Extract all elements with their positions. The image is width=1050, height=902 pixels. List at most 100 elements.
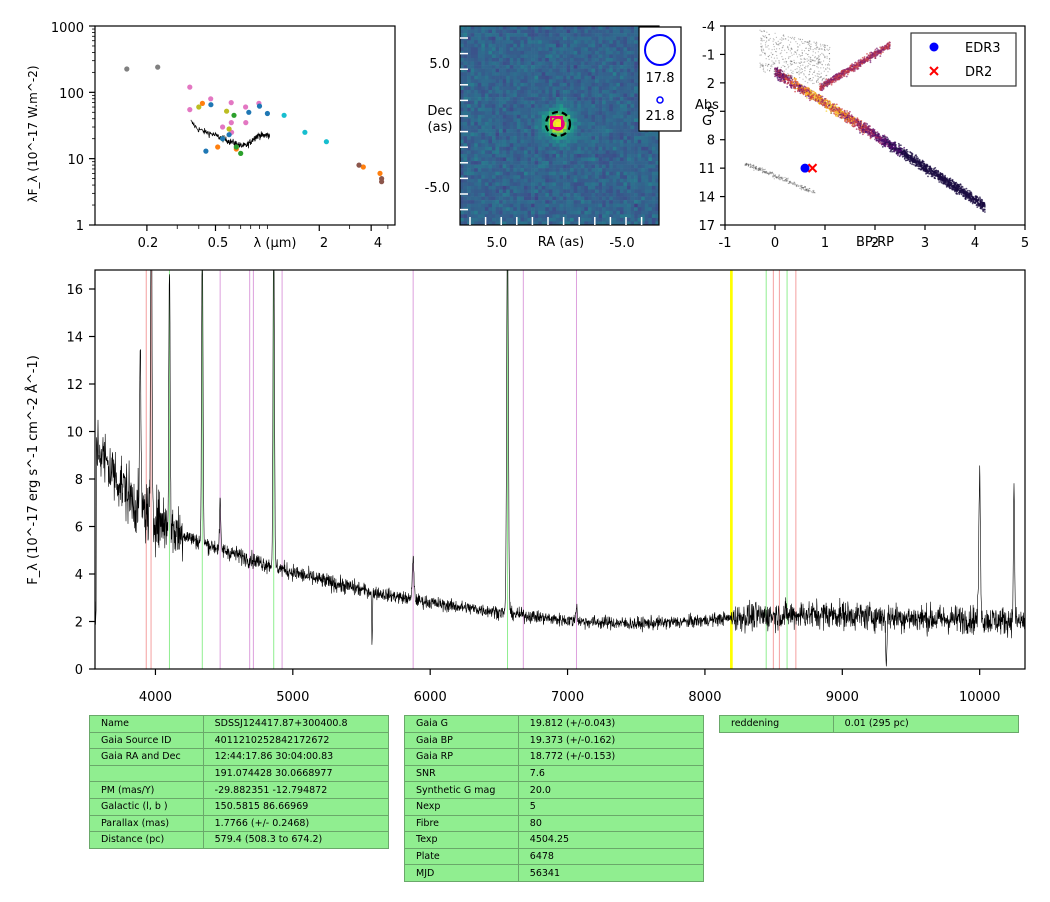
- cutout-pixel: [467, 164, 471, 169]
- cutout-pixel: [570, 26, 575, 30]
- cutout-pixel: [470, 114, 475, 119]
- cutout-pixel: [506, 72, 511, 77]
- cutout-pixel: [584, 214, 589, 219]
- cutout-pixel: [573, 118, 578, 123]
- cutout-pixel: [509, 193, 514, 197]
- cutout-pixel: [488, 29, 493, 34]
- cutout-pixel: [570, 121, 575, 126]
- cutout-pixel: [477, 153, 482, 158]
- cutout-pixel: [612, 26, 617, 30]
- cutout-pixel: [637, 161, 642, 165]
- cutout-pixel: [520, 207, 525, 212]
- cutout-pixel: [577, 157, 582, 162]
- cutout-pixel: [541, 171, 546, 176]
- cutout-ytick: 5.0: [429, 57, 450, 72]
- cutout-pixel: [559, 150, 564, 155]
- cutout-pixel: [527, 189, 532, 194]
- cutout-pixel: [587, 146, 592, 151]
- cutout-pixel: [634, 210, 638, 215]
- cutout-pixel: [605, 150, 610, 155]
- cutout-pixel: [623, 146, 628, 151]
- cutout-pixel: [516, 50, 521, 55]
- cutout-pixel: [563, 82, 567, 87]
- cutout-pixel: [477, 33, 482, 37]
- cutout-pixel: [523, 68, 528, 73]
- cutout-pixel: [467, 189, 471, 194]
- cutout-pixel: [559, 161, 564, 165]
- cutout-pixel: [481, 217, 486, 222]
- cutout-pixel: [481, 118, 486, 123]
- cutout-pixel: [463, 93, 468, 98]
- cutout-pixel: [545, 89, 550, 94]
- cutout-pixel: [484, 207, 489, 212]
- cutout-pixel: [499, 72, 503, 77]
- cutout-pixel: [598, 26, 603, 30]
- cutout-pixel: [545, 97, 550, 101]
- cutout-pixel: [491, 136, 496, 141]
- cutout-pixel: [630, 97, 635, 101]
- cutout-pixel: [555, 33, 560, 37]
- cutout-pixel: [481, 221, 486, 226]
- cutout-pixel: [509, 33, 514, 37]
- cutout-pixel: [630, 125, 635, 130]
- hrd-density-dot: [938, 181, 941, 183]
- cutout-pixel: [566, 68, 571, 73]
- cutout-pixel: [506, 200, 511, 204]
- cutout-pixel: [587, 86, 592, 91]
- cutout-pixel: [573, 178, 578, 183]
- cutout-pixel: [559, 47, 564, 52]
- cutout-pixel: [481, 143, 486, 148]
- cutout-pixel: [481, 68, 486, 73]
- cutout-pixel: [527, 47, 532, 52]
- cutout-pixel: [488, 221, 493, 226]
- cutout-pixel: [523, 185, 528, 190]
- cutout-pixel: [651, 189, 656, 194]
- hrd-density-dot: [965, 187, 968, 190]
- cutout-pixel: [506, 121, 511, 126]
- cutout-pixel: [545, 164, 550, 169]
- cutout-pixel: [570, 61, 575, 66]
- cutout-pixel: [637, 200, 642, 204]
- cutout-pixel: [577, 200, 582, 204]
- cutout-pixel: [548, 75, 553, 80]
- cutout-pixel: [484, 68, 489, 73]
- cutout-pixel: [477, 214, 482, 219]
- cutout-pixel: [523, 129, 528, 133]
- cutout-pixel: [609, 57, 614, 62]
- cutout-pixel: [548, 57, 553, 62]
- cutout-pixel: [513, 185, 518, 190]
- cutout-pixel: [516, 217, 521, 222]
- cutout-pixel: [602, 171, 606, 176]
- cutout-pixel: [630, 54, 635, 59]
- cutout-pixel: [523, 175, 528, 180]
- cutout-pixel: [587, 82, 592, 87]
- cutout-pixel: [520, 57, 525, 62]
- cutout-pixel: [552, 86, 557, 91]
- cutout-pixel: [467, 139, 471, 144]
- cutout-pixel: [651, 193, 656, 197]
- cutout-pixel: [467, 168, 471, 172]
- cutout-pixel: [595, 65, 599, 69]
- cutout-pixel: [580, 61, 585, 66]
- cutout-pixel: [477, 161, 482, 165]
- cutout-pixel: [637, 153, 642, 158]
- cutout-pixel: [637, 175, 642, 180]
- cutout-pixel: [474, 61, 479, 66]
- cutout-pixel: [623, 47, 628, 52]
- cutout-pixel: [609, 114, 614, 119]
- hrd-density-dot: [913, 156, 916, 158]
- cutout-pixel: [627, 203, 631, 208]
- cutout-pixel: [612, 175, 617, 180]
- cutout-pixel: [506, 125, 511, 130]
- cutout-pixel: [587, 40, 592, 45]
- cutout-pixel: [637, 178, 642, 183]
- cutout-pixel: [491, 153, 496, 158]
- cutout-pixel: [563, 161, 567, 165]
- cutout-pixel: [634, 29, 638, 34]
- cutout-pixel: [587, 143, 592, 148]
- cutout-pixel: [495, 40, 500, 45]
- cutout-pixel: [587, 217, 592, 222]
- cutout-pixel: [527, 136, 532, 141]
- cutout-pixel: [531, 114, 535, 119]
- cutout-pixel: [481, 61, 486, 66]
